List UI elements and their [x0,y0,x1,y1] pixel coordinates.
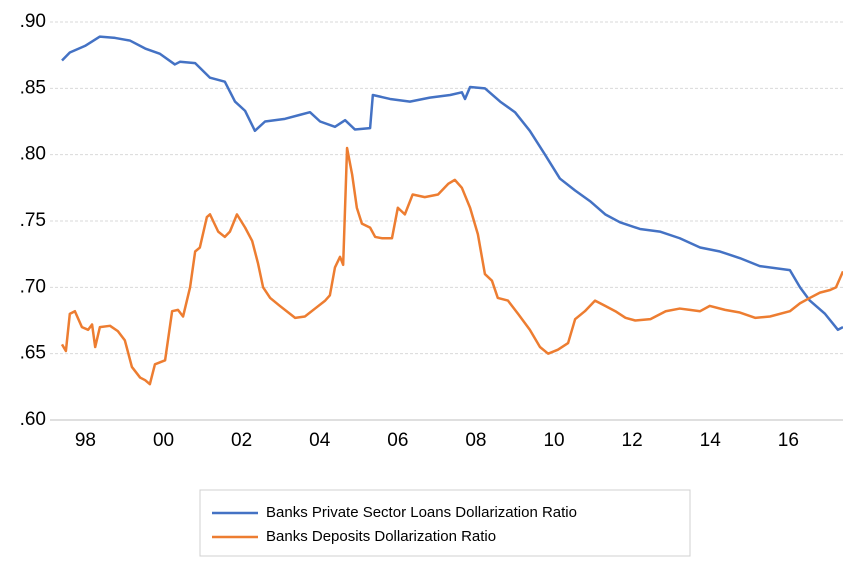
y-tick-label: .70 [20,276,46,297]
x-tick-label: 06 [387,430,408,451]
legend-label: Banks Private Sector Loans Dollarization… [266,504,577,521]
y-tick-label: .80 [20,144,46,165]
x-tick-label: 04 [309,430,331,451]
y-tick-label: .90 [20,11,46,32]
x-tick-label: 16 [778,430,799,451]
y-tick-label: .85 [20,77,46,98]
y-tick-label: .60 [20,409,46,430]
series-line [60,146,843,386]
x-tick-label: 98 [75,430,96,451]
x-tick-label: 08 [465,430,486,451]
x-tick-label: 14 [700,430,722,451]
x-tick-label: 12 [622,430,643,451]
y-tick-label: .65 [20,343,46,364]
x-tick-label: 10 [543,430,564,451]
legend-label: Banks Deposits Dollarization Ratio [266,528,496,545]
x-tick-label: 00 [153,430,174,451]
series-line [61,35,843,332]
y-tick-label: .75 [20,210,46,231]
x-tick-label: 02 [231,430,252,451]
legend-box [199,489,691,557]
